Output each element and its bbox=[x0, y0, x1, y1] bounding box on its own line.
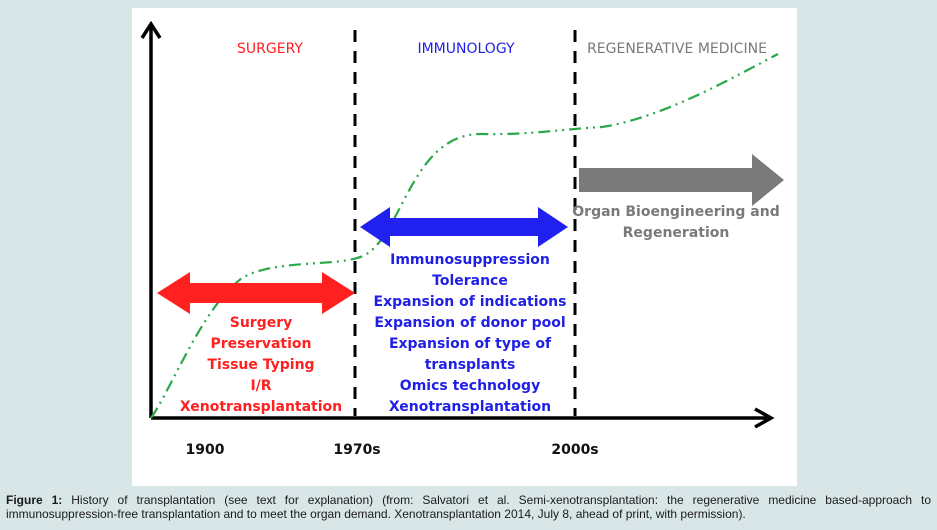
list-item: Omics technology bbox=[400, 378, 540, 394]
list-item: Preservation bbox=[210, 336, 311, 352]
regenerative-items-list: Organ Bioengineering and Regeneration bbox=[572, 204, 779, 241]
progress-curve bbox=[150, 53, 779, 419]
list-item: Xenotransplantation bbox=[180, 399, 342, 415]
era-label-regenerative-medicine: REGENERATIVE MEDICINE bbox=[587, 41, 767, 57]
figure-panel: SURGERY IMMUNOLOGY REGENERATIVE MEDICINE… bbox=[132, 8, 797, 486]
list-item: transplants bbox=[425, 357, 516, 373]
era-label-immunology: IMMUNOLOGY bbox=[417, 41, 514, 57]
list-item: Tissue Typing bbox=[207, 357, 314, 373]
x-tick-label: 1900 bbox=[186, 442, 225, 458]
transplantation-history-diagram: SURGERY IMMUNOLOGY REGENERATIVE MEDICINE… bbox=[140, 20, 784, 458]
list-item: Tolerance bbox=[432, 273, 508, 289]
list-item: Organ Bioengineering and bbox=[572, 204, 779, 220]
x-tick-label: 2000s bbox=[551, 442, 598, 458]
list-item: Immunosuppression bbox=[390, 252, 550, 268]
list-item: Surgery bbox=[230, 315, 293, 331]
immunology-items-list: Immunosuppression Tolerance Expansion of… bbox=[374, 252, 567, 415]
surgery-items-list: Surgery Preservation Tissue Typing I/R X… bbox=[180, 315, 342, 415]
list-item: Expansion of donor pool bbox=[374, 315, 565, 331]
list-item: Expansion of indications bbox=[374, 294, 567, 310]
x-tick-label: 1970s bbox=[333, 442, 380, 458]
figure-caption: Figure 1: History of transplantation (se… bbox=[6, 493, 931, 521]
list-item: Xenotransplantation bbox=[389, 399, 551, 415]
caption-label: Figure 1: bbox=[6, 493, 63, 507]
caption-text: History of transplantation (see text for… bbox=[6, 493, 931, 521]
list-item: Regeneration bbox=[623, 225, 730, 241]
surgery-double-arrow bbox=[157, 272, 355, 314]
y-axis-arrowhead bbox=[140, 20, 162, 39]
x-axis-arrowhead bbox=[754, 407, 775, 429]
regenerative-arrow bbox=[579, 154, 784, 206]
immunology-double-arrow bbox=[360, 207, 568, 247]
era-label-surgery: SURGERY bbox=[237, 41, 303, 57]
list-item: I/R bbox=[250, 378, 271, 394]
list-item: Expansion of type of bbox=[389, 336, 552, 352]
